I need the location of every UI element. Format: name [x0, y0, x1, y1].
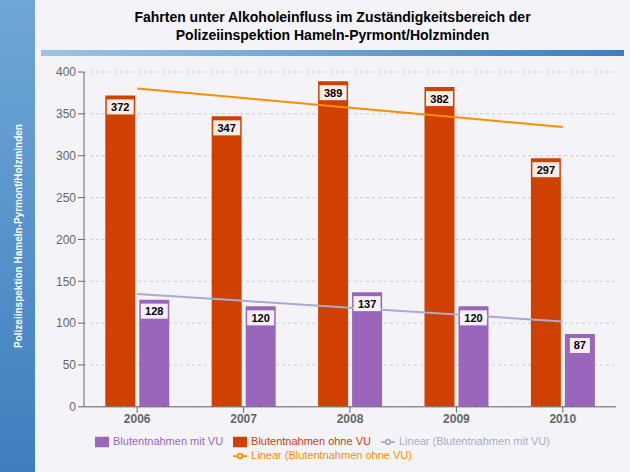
svg-text:382: 382 [430, 93, 448, 105]
html-text:Linear (Blutentnahmen mit VU): Linear (Blutentnahmen mit VU) [399, 434, 550, 447]
svg-text:300: 300 [56, 149, 76, 163]
svg-text:2007: 2007 [230, 412, 257, 426]
svg-text:389: 389 [324, 87, 342, 99]
svg-text:128: 128 [145, 305, 163, 317]
html-text:Fahrten unter Alkoholeinfluss: Fahrten unter Alkoholeinfluss im Zuständ… [134, 9, 531, 25]
svg-text:200: 200 [56, 233, 76, 247]
svg-text:2010: 2010 [549, 412, 576, 426]
svg-text:2009: 2009 [443, 412, 470, 426]
svg-text:50: 50 [63, 358, 77, 372]
html-text:Polizeiinspektion Hameln-Pyrmo: Polizeiinspektion Hameln-Pyrmont/Holzmin… [175, 27, 490, 43]
svg-text:150: 150 [56, 275, 76, 289]
svg-text:0: 0 [69, 400, 76, 414]
html-text:Blutentnahmen mit VU: Blutentnahmen mit VU [113, 434, 224, 447]
svg-text:120: 120 [252, 312, 270, 324]
svg-text:400: 400 [56, 65, 76, 79]
svg-text:137: 137 [358, 298, 376, 310]
svg-text:120: 120 [464, 312, 482, 324]
svg-text:2008: 2008 [337, 412, 364, 426]
svg-text:87: 87 [574, 339, 586, 351]
svg-text:372: 372 [111, 101, 129, 113]
svg-text:350: 350 [56, 107, 76, 121]
svg-text:347: 347 [218, 122, 236, 134]
svg-text:297: 297 [537, 164, 555, 176]
svg-text:250: 250 [56, 191, 76, 205]
svg-text:2006: 2006 [124, 412, 151, 426]
html-text:Linear (Blutentnahmen ohne VU): Linear (Blutentnahmen ohne VU) [251, 448, 412, 461]
html-text:Blutentnahmen ohne VU: Blutentnahmen ohne VU [251, 434, 371, 447]
svg-text:100: 100 [56, 316, 76, 330]
html-text:Polizeiinspektion Hameln-Pyrmo: Polizeiinspektion Hameln-Pyrmont/Holzmin… [12, 124, 23, 348]
